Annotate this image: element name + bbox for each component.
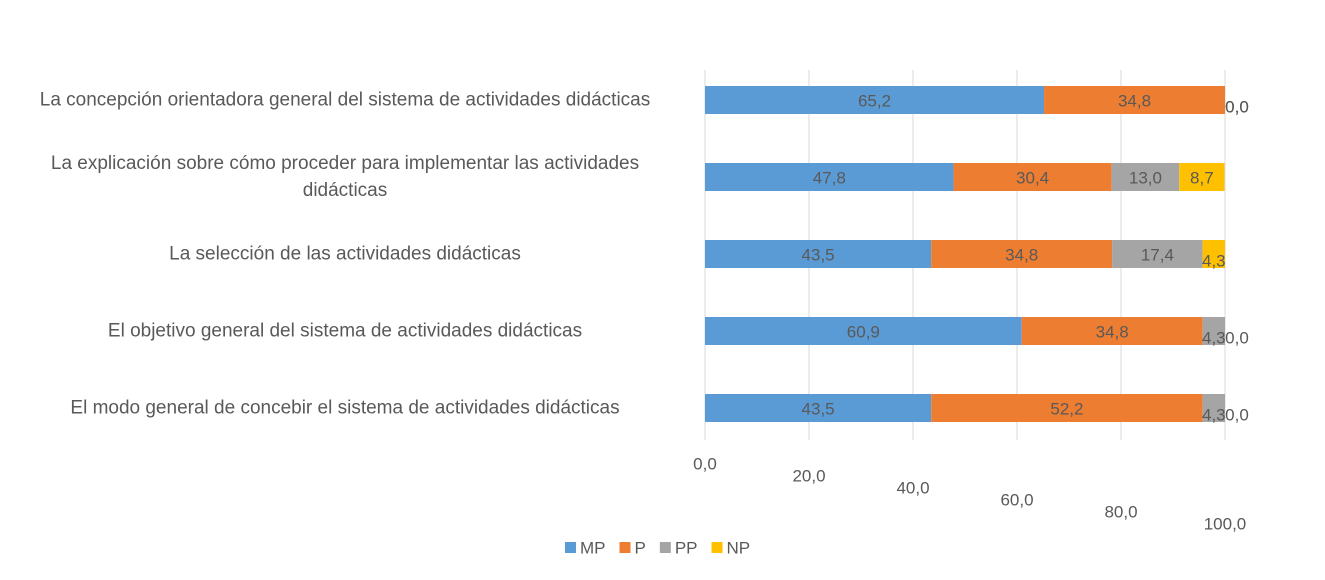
- legend-swatch: [565, 542, 576, 553]
- legend-label: NP: [727, 538, 751, 557]
- data-label: 65,2: [858, 91, 891, 110]
- bar-segment: [931, 240, 1113, 268]
- data-label: 43,5: [802, 245, 835, 264]
- data-label: 60,9: [847, 322, 880, 341]
- bar-segment: [1021, 317, 1203, 345]
- bar-segment: [705, 163, 954, 191]
- bar-segment: [705, 86, 1045, 114]
- data-label: 47,8: [813, 168, 846, 187]
- data-label: 52,2: [1050, 399, 1083, 418]
- bar-segment: [1202, 394, 1225, 422]
- data-label: 17,4: [1141, 245, 1174, 264]
- legend-label: MP: [580, 538, 606, 557]
- category-label: La explicación sobre cómo proceder para …: [50, 153, 640, 201]
- bar-segment: [1202, 240, 1225, 268]
- x-tick-label: 80,0: [1104, 502, 1137, 521]
- bar-segment: [1179, 163, 1225, 191]
- x-tick-label: 0,0: [693, 454, 717, 473]
- data-label: 4,3: [1202, 405, 1226, 424]
- x-tick-label: 20,0: [792, 466, 825, 485]
- legend-label: P: [635, 538, 646, 557]
- data-label: 0,0: [1225, 97, 1249, 116]
- bar-segment: [1044, 86, 1225, 114]
- x-tick-label: 60,0: [1000, 490, 1033, 509]
- bar-segment: [953, 163, 1112, 191]
- x-tick-label: 40,0: [896, 478, 929, 497]
- legend-swatch: [711, 542, 723, 553]
- bar-segment: [1112, 240, 1203, 268]
- data-label: 0,0: [1225, 328, 1249, 347]
- category-label: La concepción orientadora general del si…: [39, 89, 651, 111]
- bar-segment: [1202, 317, 1225, 345]
- category-label: El objetivo general del sistema de activ…: [107, 320, 583, 342]
- data-label: 13,0: [1129, 168, 1162, 187]
- data-label: 8,7: [1190, 168, 1214, 187]
- data-label: 43,5: [802, 399, 835, 418]
- category-label: La selección de las actividades didáctic…: [169, 243, 521, 265]
- data-label: 4,3: [1202, 251, 1226, 270]
- data-label: 34,8: [1118, 91, 1151, 110]
- data-label: 0,0: [1225, 405, 1249, 424]
- bar-segment: [1111, 163, 1180, 191]
- data-label: 34,8: [1096, 322, 1129, 341]
- category-label: El modo general de concebir el sistema d…: [70, 397, 620, 419]
- legend-swatch: [659, 542, 671, 553]
- bar-segment: [705, 317, 1022, 345]
- data-label: 34,8: [1005, 245, 1038, 264]
- legend-swatch: [619, 542, 631, 553]
- data-label: 0,0: [1225, 97, 1249, 116]
- bar-segment: [931, 394, 1203, 422]
- bar-segment: [705, 240, 932, 268]
- data-label: 4,3: [1202, 328, 1226, 347]
- x-tick-label: 100,0: [1204, 514, 1247, 533]
- legend-label: PP: [675, 538, 698, 557]
- bar-segment: [705, 394, 932, 422]
- data-label: 30,4: [1016, 168, 1049, 187]
